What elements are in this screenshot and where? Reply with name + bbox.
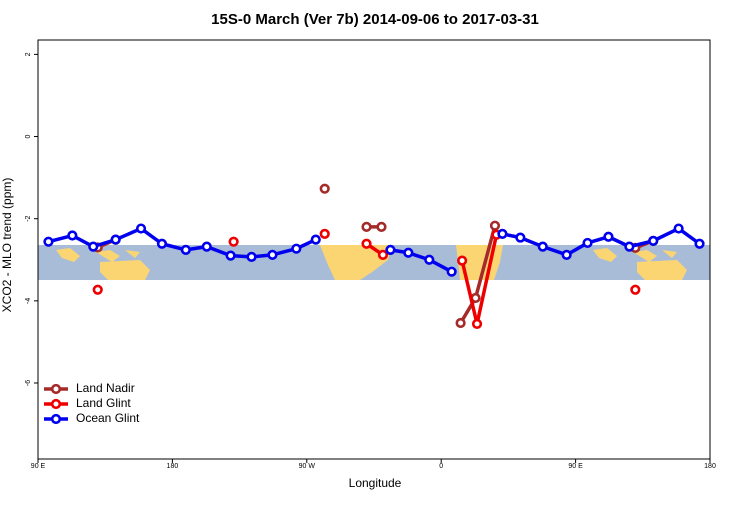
land-west-pacific — [56, 248, 150, 280]
legend-marker — [50, 413, 62, 425]
plot-frame — [37, 39, 711, 460]
data-point — [156, 238, 168, 249]
data-point — [246, 251, 257, 262]
data-point — [603, 231, 614, 242]
data-point — [561, 249, 572, 260]
y-tick-label: 2 — [25, 52, 32, 56]
data-point — [489, 220, 501, 231]
data-point — [310, 234, 321, 245]
data-point — [694, 238, 705, 249]
data-point — [225, 250, 236, 261]
chart-title: 15S-0 March (Ver 7b) 2014-09-06 to 2017-… — [211, 11, 539, 28]
y-tick-label: -6 — [25, 380, 32, 386]
data-point — [319, 228, 330, 239]
data-point — [88, 241, 99, 252]
x-axis-label: Longitude — [349, 476, 402, 490]
data-point — [497, 228, 508, 239]
data-point — [455, 317, 466, 329]
data-point — [135, 223, 147, 234]
data-point — [582, 237, 593, 249]
data-point — [630, 284, 641, 295]
data-point — [673, 223, 684, 234]
data-point — [471, 318, 483, 329]
data-point — [376, 221, 387, 233]
data-point — [201, 241, 212, 252]
x-tick-label: 0 — [439, 463, 443, 470]
data-point — [648, 235, 659, 246]
legend-label: Land Glint — [76, 396, 131, 410]
data-point — [43, 236, 54, 247]
data-point — [110, 234, 121, 245]
data-point — [446, 266, 457, 277]
data-point — [385, 244, 396, 256]
data-point — [228, 236, 239, 247]
land-americas — [320, 245, 392, 280]
legend-marker — [50, 383, 62, 395]
legend-marker — [50, 398, 62, 410]
legend-label: Land Nadir — [76, 381, 135, 395]
x-tick-label: 180 — [704, 463, 716, 470]
land-west-pacific-repeat — [593, 248, 687, 280]
x-tick-label: 90 E — [568, 463, 583, 470]
data-point — [624, 241, 635, 252]
y-axis-label: XCO2 - MLO trend (ppm) — [0, 178, 14, 313]
data-point — [424, 254, 435, 265]
data-point — [457, 255, 468, 266]
data-point — [537, 241, 548, 252]
legend-label: Ocean Glint — [76, 411, 140, 425]
data-point — [403, 247, 414, 258]
y-tick-label: -2 — [25, 215, 32, 221]
data-point — [377, 249, 389, 260]
data-point — [361, 221, 372, 233]
data-point — [267, 249, 278, 260]
map-strip — [38, 245, 710, 280]
data-point — [291, 243, 302, 254]
data-point — [319, 183, 330, 194]
data-point — [361, 238, 372, 249]
y-tick-label: -4 — [25, 298, 32, 304]
data-point — [67, 230, 78, 241]
x-tick-label: 90 E — [31, 463, 46, 470]
x-tick-label: 90 W — [299, 463, 316, 470]
data-point — [180, 244, 191, 256]
y-tick-label: 0 — [25, 134, 32, 138]
data-point — [515, 232, 526, 243]
x-tick-label: 180 — [167, 463, 179, 470]
data-point — [92, 284, 103, 295]
